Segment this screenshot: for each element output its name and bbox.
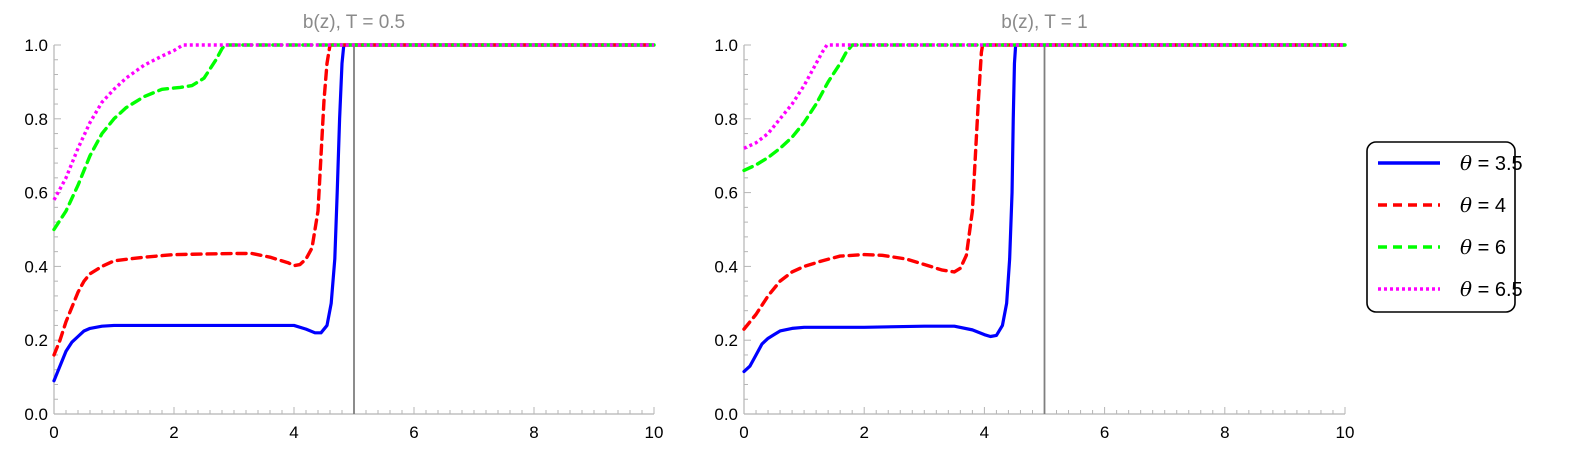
chart-title: b(z), T = 1	[1001, 12, 1087, 33]
series-line-0	[742, 43, 1347, 374]
x-tick-label: 10	[645, 423, 664, 442]
legend-value: = 4	[1472, 195, 1506, 217]
series-line-1	[52, 43, 656, 357]
x-tick-label: 2	[169, 423, 178, 442]
x-tick-label: 8	[529, 423, 538, 442]
chart-panel-t-1: b(z), T = 1 0 2 4 6 8 10 0.0 0.2 0.4 0.6 0.8 1.0	[714, 12, 1354, 442]
y-tick-label: 0.2	[714, 331, 738, 350]
legend-value: = 6.5	[1472, 279, 1523, 301]
y-tick-label: 0.2	[24, 331, 48, 350]
legend-symbol: θ	[1460, 193, 1472, 217]
x-tick-label: 8	[1220, 423, 1229, 442]
legend: θ = 3.5θ = 4θ = 6θ = 6.5	[1366, 141, 1523, 313]
legend-label: θ = 6.5	[1460, 277, 1523, 301]
series-line-1	[742, 43, 1347, 331]
series-line-3	[52, 43, 654, 201]
y-tick-label: 0.8	[24, 110, 48, 129]
legend-box	[1366, 141, 1516, 313]
y-tick-label: 1.0	[714, 36, 738, 55]
legend-symbol: θ	[1460, 277, 1472, 301]
x-tick-label: 0	[739, 423, 748, 442]
series-line-3	[743, 43, 1345, 150]
y-tick-label: 0.8	[714, 110, 738, 129]
y-tick-label: 0.4	[24, 257, 48, 276]
y-tick-label: 1.0	[24, 36, 48, 55]
chart-title: b(z), T = 0.5	[303, 12, 405, 33]
series-line-2	[742, 43, 1347, 173]
x-tick-label: 4	[980, 423, 989, 442]
x-tick-label: 6	[409, 423, 418, 442]
legend-label: θ = 3.5	[1460, 151, 1523, 175]
legend-symbol: θ	[1460, 235, 1472, 259]
series-line-2	[52, 43, 656, 232]
y-tick-label: 0.6	[714, 184, 738, 203]
y-tick-label: 0.0	[714, 405, 738, 424]
legend-label: θ = 4	[1460, 193, 1506, 217]
legend-symbol: θ	[1460, 151, 1472, 175]
y-tick-label: 0.4	[714, 257, 738, 276]
y-tick-label: 0.0	[24, 405, 48, 424]
x-tick-label: 4	[289, 423, 298, 442]
x-tick-label: 2	[859, 423, 868, 442]
x-tick-label: 0	[49, 423, 58, 442]
series-line-0	[52, 43, 656, 383]
legend-value: = 6	[1472, 237, 1506, 259]
x-tick-label: 6	[1100, 423, 1109, 442]
y-tick-label: 0.6	[24, 184, 48, 203]
legend-label: θ = 6	[1460, 235, 1506, 259]
x-tick-label: 10	[1336, 423, 1355, 442]
chart-panel-t-0-5: b(z), T = 0.5 0 2 4 6 8 10 0.0 0.2 0.4 0.6 0.8 1.0	[24, 12, 663, 442]
legend-value: = 3.5	[1472, 153, 1523, 175]
